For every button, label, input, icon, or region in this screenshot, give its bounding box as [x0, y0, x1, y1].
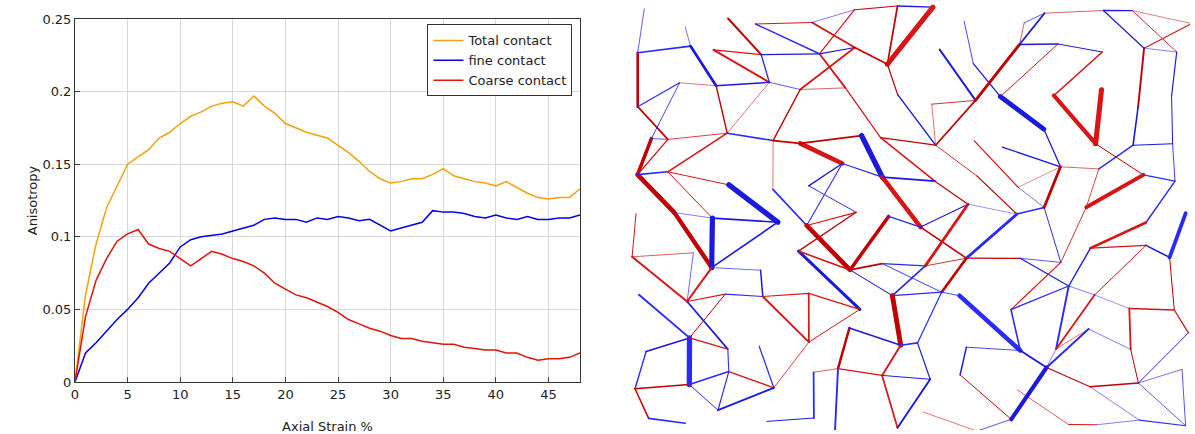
svg-text:0.15: 0.15 [42, 157, 71, 172]
svg-text:45: 45 [540, 387, 557, 402]
svg-text:15: 15 [225, 387, 242, 402]
svg-text:35: 35 [435, 387, 452, 402]
svg-text:0.1: 0.1 [51, 229, 72, 244]
svg-text:Coarse contact: Coarse contact [468, 73, 566, 88]
svg-text:0: 0 [71, 387, 79, 402]
svg-text:40: 40 [488, 387, 505, 402]
svg-text:0.2: 0.2 [51, 84, 72, 99]
svg-text:Total contact: Total contact [467, 33, 551, 48]
svg-text:25: 25 [330, 387, 347, 402]
svg-text:10: 10 [172, 387, 189, 402]
svg-text:5: 5 [123, 387, 131, 402]
svg-text:Axial Strain %: Axial Strain % [282, 419, 373, 434]
svg-text:0.05: 0.05 [42, 302, 71, 317]
svg-text:0: 0 [63, 375, 71, 390]
svg-text:fine contact: fine contact [468, 53, 545, 68]
svg-text:Anisotropy: Anisotropy [25, 165, 40, 235]
svg-text:20: 20 [277, 387, 294, 402]
svg-text:0.25: 0.25 [42, 12, 71, 27]
svg-text:30: 30 [382, 387, 399, 402]
